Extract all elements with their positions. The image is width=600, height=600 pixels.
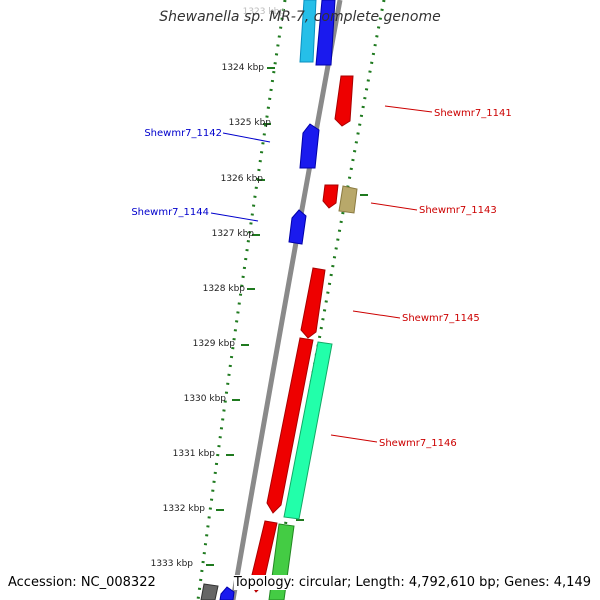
gene-feature-cyan-top[interactable]	[299, 0, 317, 63]
gene-feature-shewmr7-1142[interactable]	[299, 123, 320, 169]
tick-label: 1323 kbp	[243, 7, 286, 17]
gene-feature-shewmr7-1144[interactable]	[288, 209, 307, 245]
gene-feature-blue-bottom[interactable]	[219, 586, 235, 600]
gene-feature-shewmr7-1145[interactable]	[300, 267, 326, 339]
accession-text: Accession: NC_008322	[8, 575, 156, 590]
gene-feature-blue-top[interactable]	[315, 0, 336, 66]
tick-label: 1332 kbp	[163, 504, 206, 514]
tick-label: 1329 kbp	[193, 339, 236, 349]
gene-label-shewmr7-1146[interactable]: Shewmr7_1146	[379, 438, 457, 449]
map-title: Shewanella sp. MR-7, complete genome	[159, 9, 441, 25]
topology-text: Topology: circular; Length: 4,792,610 bp…	[233, 575, 591, 590]
tick-label: 1327 kbp	[212, 229, 255, 239]
tick-label: 1333 kbp	[151, 559, 194, 569]
tick-labels: 1323 kbp 1324 kbp 1325 kbp 1326 kbp 1327…	[151, 7, 286, 569]
gene-feature-shewmr7-1146[interactable]	[283, 341, 333, 520]
leader-shewmr7-1146	[330, 434, 378, 443]
tick-label: 1330 kbp	[184, 394, 227, 404]
gene-label-shewmr7-1142[interactable]: Shewmr7_1142	[144, 128, 222, 139]
gene-feature-shewmr7-1143[interactable]	[338, 185, 358, 214]
gene-label-shewmr7-1144[interactable]: Shewmr7_1144	[131, 207, 209, 218]
gene-labels: Shewmr7_1141 Shewmr7_1142 Shewmr7_1143 S…	[131, 108, 511, 449]
tick-label: 1325 kbp	[229, 118, 272, 128]
leader-shewmr7-1142	[222, 132, 271, 143]
tick-label: 1328 kbp	[203, 284, 246, 294]
tick-label: 1326 kbp	[221, 174, 264, 184]
leader-shewmr7-1145	[352, 310, 401, 319]
gene-label-shewmr7-1143[interactable]: Shewmr7_1143	[419, 205, 497, 216]
tick-label: 1324 kbp	[222, 63, 265, 73]
gene-feature-shewmr7-1143-red[interactable]	[322, 184, 339, 209]
leader-shewmr7-1144	[210, 212, 259, 222]
gene-feature-shewmr7-1141[interactable]	[334, 75, 354, 127]
label-leader-lines	[210, 105, 433, 443]
leader-shewmr7-1143	[370, 202, 418, 211]
gene-label-shewmr7-1145[interactable]: Shewmr7_1145	[402, 313, 480, 324]
gene-label-shewmr7-1141[interactable]: Shewmr7_1141	[434, 108, 512, 119]
gene-feature-red-long[interactable]	[266, 337, 314, 514]
tick-label: 1331 kbp	[173, 449, 216, 459]
genome-backbone	[230, 0, 343, 600]
leader-shewmr7-1141	[384, 105, 433, 113]
gene-feature-gray-bottom[interactable]	[200, 583, 219, 600]
